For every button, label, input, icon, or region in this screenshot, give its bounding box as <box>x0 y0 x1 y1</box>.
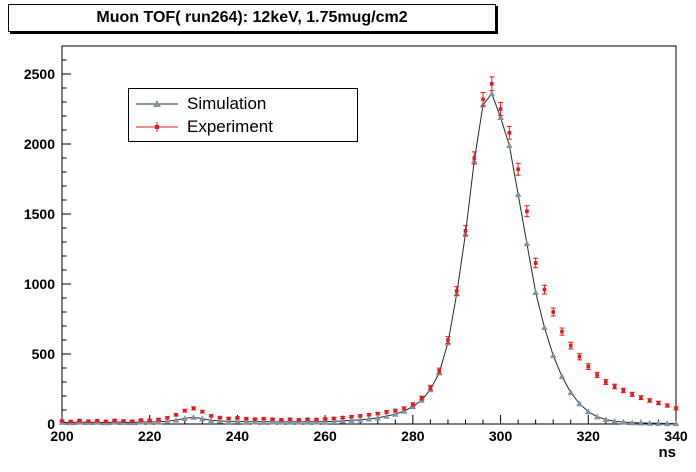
svg-text:500: 500 <box>32 346 56 362</box>
svg-text:300: 300 <box>489 428 513 444</box>
svg-text:1500: 1500 <box>24 206 55 222</box>
legend-label-experiment: Experiment <box>187 117 273 136</box>
svg-text:320: 320 <box>577 428 601 444</box>
svg-text:240: 240 <box>226 428 250 444</box>
svg-text:0: 0 <box>47 416 55 432</box>
svg-text:1000: 1000 <box>24 276 55 292</box>
simulation-marker-icon <box>134 96 180 112</box>
legend-label-simulation: Simulation <box>187 94 267 113</box>
svg-text:340: 340 <box>664 428 688 444</box>
svg-text:2000: 2000 <box>24 136 55 152</box>
experiment-marker-icon <box>134 119 180 135</box>
legend-item-simulation: Simulation <box>134 95 352 112</box>
svg-text:2500: 2500 <box>24 66 55 82</box>
svg-text:280: 280 <box>401 428 425 444</box>
plot-title-box: Muon TOF( run264): 12keV, 1.75mug/cm2 <box>8 4 496 32</box>
plot-title: Muon TOF( run264): 12keV, 1.75mug/cm2 <box>96 9 408 26</box>
svg-text:200: 200 <box>50 428 74 444</box>
legend-item-experiment: Experiment <box>134 118 352 135</box>
svg-text:260: 260 <box>313 428 337 444</box>
svg-text:220: 220 <box>138 428 162 444</box>
svg-text:ns: ns <box>658 444 676 461</box>
legend: Simulation Experiment <box>128 88 358 142</box>
